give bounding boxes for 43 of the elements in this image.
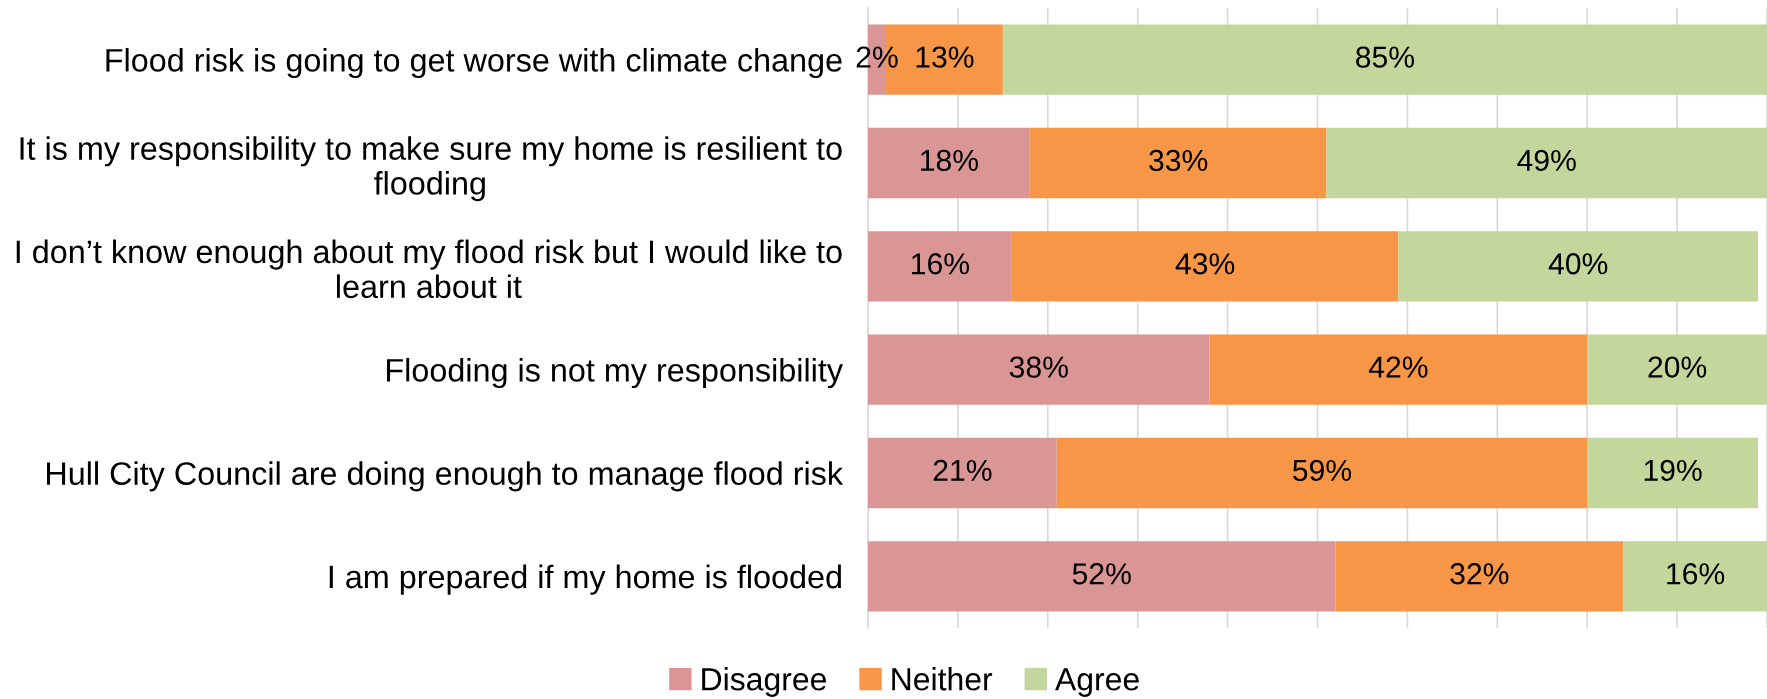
data-label: 19% [1644,459,1702,482]
y-tick-label: Flood risk is going to get worse with climate change [106,47,842,79]
bar [1623,541,1767,612]
bar [1002,24,1767,95]
bar [868,334,1210,405]
data-label: 40% [1548,253,1608,275]
data-label: 42% [1368,356,1428,378]
data-label: 43% [1175,253,1235,275]
bar [868,541,1336,612]
data-label: 59% [1293,459,1352,482]
bar [1011,231,1399,302]
bar [1326,127,1767,199]
y-tick-label: Flooding is not my responsibility [387,357,843,389]
y-tick-label: I am prepared if my home is flooded [329,564,841,595]
bar [1587,334,1767,405]
bar [1029,127,1327,199]
y-tick-label: It is my responsibility to make sure my home is resilient to flooding [20,136,842,202]
data-label: 33% [1149,149,1208,172]
data-label: 49% [1517,149,1576,172]
data-label: 20% [1648,356,1707,378]
data-label: 38% [1009,356,1068,378]
bar [1209,334,1588,405]
data-label: 18% [921,149,978,172]
legend-label: Agree [1055,668,1139,697]
data-label: 52% [1072,563,1131,585]
bar [868,437,1057,509]
data-label: 21% [933,459,992,481]
y-tick-label: I don’t know enough about my flood risk but I would like to learn about it [16,239,842,299]
bar [1335,541,1624,612]
legend-label: Neither [892,667,993,691]
data-label: 32% [1450,563,1509,585]
data-label: 85% [1356,46,1415,68]
bar [1587,437,1759,509]
data-label: 16% [1667,563,1725,585]
legend-label: Disagree [702,667,826,697]
y-tick-label: Hull City Council are doing enough to manage flood risk [47,461,844,492]
data-label: 16% [912,253,970,275]
data-label: 2% [856,46,898,68]
bar [868,231,1012,302]
data-label: 13% [916,46,974,68]
bar [1056,437,1588,509]
bar [868,127,1030,199]
bar [1398,231,1759,302]
